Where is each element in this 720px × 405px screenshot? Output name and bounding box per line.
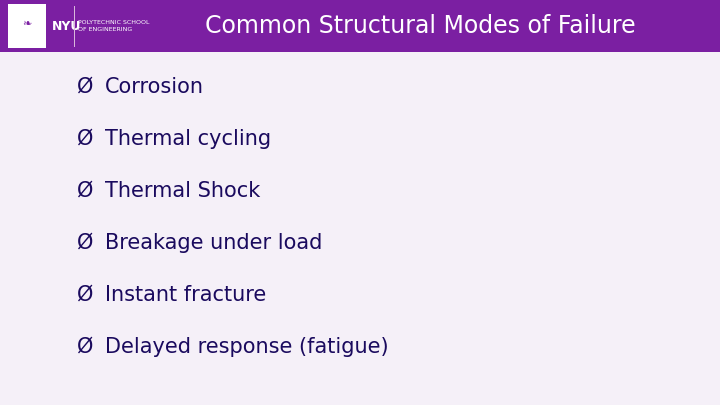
- Text: NYU: NYU: [52, 19, 81, 32]
- Text: Ø: Ø: [77, 77, 93, 97]
- Text: Ø: Ø: [77, 233, 93, 253]
- Text: Common Structural Modes of Failure: Common Structural Modes of Failure: [204, 14, 635, 38]
- Text: Thermal Shock: Thermal Shock: [105, 181, 260, 201]
- Text: ❧: ❧: [22, 19, 32, 29]
- Bar: [8, 4, 46, 48]
- Text: Corrosion: Corrosion: [105, 77, 204, 97]
- Text: Delayed response (fatigue): Delayed response (fatigue): [105, 337, 389, 357]
- Bar: [0, 0, 720, 52]
- Text: Ø: Ø: [77, 181, 93, 201]
- Text: POLYTECHNIC SCHOOL
OF ENGINEERING: POLYTECHNIC SCHOOL OF ENGINEERING: [78, 20, 150, 32]
- Text: Ø: Ø: [77, 285, 93, 305]
- Text: Ø: Ø: [77, 129, 93, 149]
- Text: Instant fracture: Instant fracture: [105, 285, 266, 305]
- Text: Breakage under load: Breakage under load: [105, 233, 323, 253]
- Text: Ø: Ø: [77, 337, 93, 357]
- Text: Thermal cycling: Thermal cycling: [105, 129, 271, 149]
